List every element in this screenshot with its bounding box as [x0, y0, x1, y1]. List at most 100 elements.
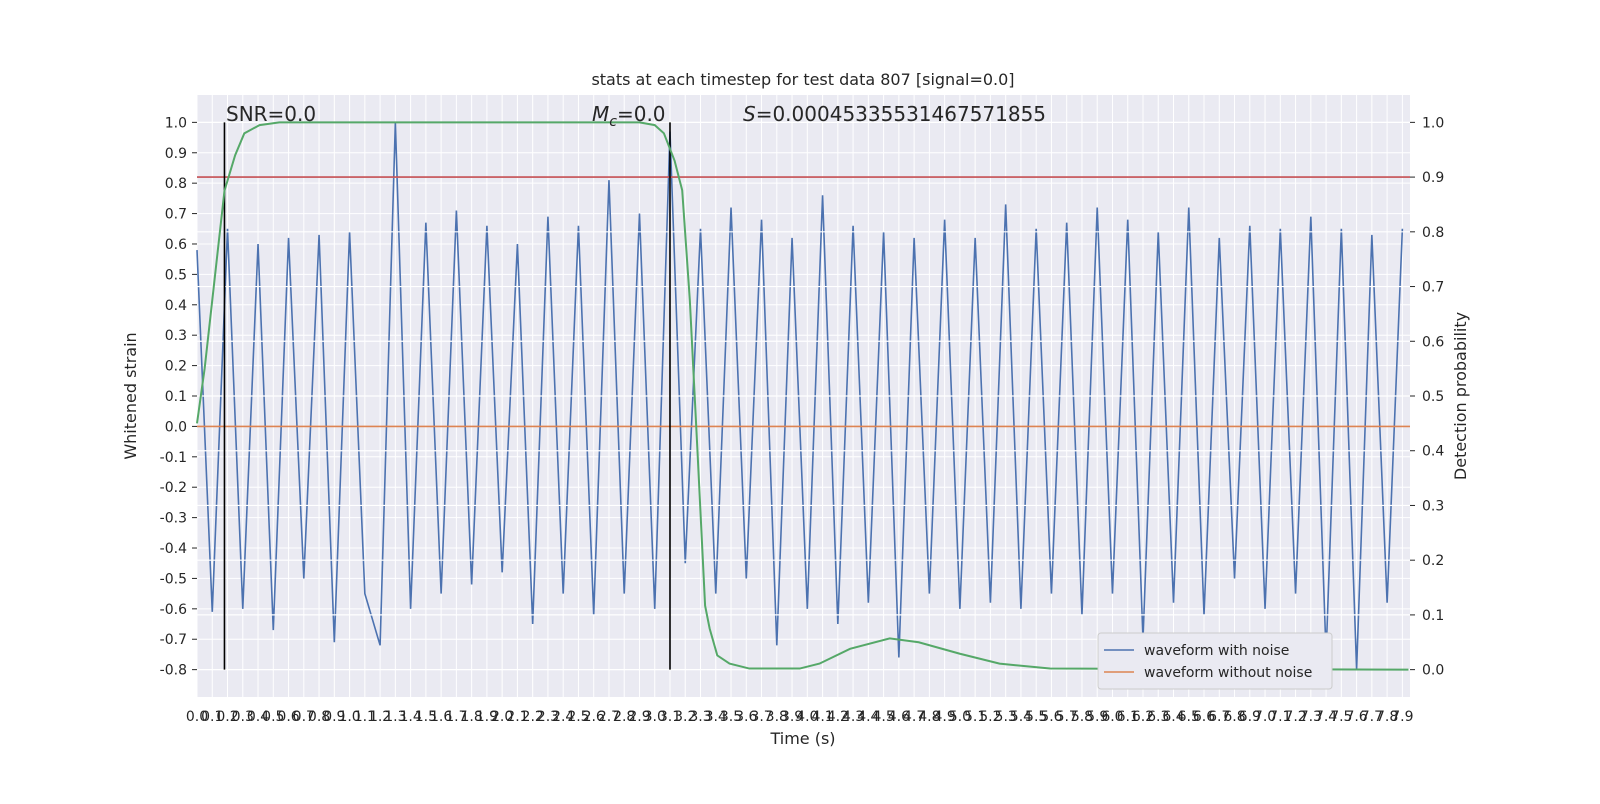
- x-tick-label: 4.6: [888, 709, 910, 725]
- x-tick-label: 4.8: [918, 709, 940, 725]
- x-tick-label: 1.2: [369, 709, 391, 725]
- x-tick-label: 1.1: [354, 709, 376, 725]
- y-tick-label: -0.4: [160, 541, 187, 557]
- annotation-subscript: c: [609, 114, 617, 130]
- y-tick-label: -0.2: [160, 480, 187, 496]
- annotation: SNR=0.0: [226, 102, 316, 126]
- x-tick-label: 5.3: [995, 709, 1017, 725]
- x-tick-label: 2.7: [598, 709, 620, 725]
- annotation-text: =0.0: [617, 102, 666, 126]
- annotation-symbol: S: [743, 102, 756, 126]
- x-tick-label: 5.7: [1056, 709, 1078, 725]
- annotation: Mc=0.0: [592, 102, 666, 130]
- x-tick-label: 4.4: [857, 709, 879, 725]
- series-line: [196, 121, 1409, 671]
- x-tick-label: 2.8: [613, 709, 635, 725]
- x-tick-label: 0.5: [262, 709, 284, 725]
- x-tick-label: 1.3: [384, 709, 406, 725]
- y2-tick-label: 0.9: [1422, 170, 1444, 186]
- y-tick-label: 0.5: [165, 267, 187, 283]
- y2-tick-label: 0.7: [1422, 280, 1444, 296]
- x-axis-label: Time (s): [769, 729, 835, 748]
- x-tick-label: 6.6: [1193, 709, 1215, 725]
- y2-axis-label: Detection probability: [1451, 312, 1470, 480]
- y-tick-label: 0.7: [165, 207, 187, 223]
- x-tick-label: 7.8: [1376, 709, 1398, 725]
- y2-tick-label: 0.3: [1422, 498, 1444, 514]
- x-tick-label: 1.4: [399, 709, 421, 725]
- x-tick-label: 5.4: [1010, 709, 1032, 725]
- x-tick-label: 4.3: [842, 709, 864, 725]
- x-tick-label: 2.1: [506, 709, 528, 725]
- x-tick-label: 0.8: [308, 709, 330, 725]
- y-tick-label: -0.8: [160, 663, 187, 679]
- y2-tick-label: 0.6: [1422, 334, 1444, 350]
- x-tick-label: 3.4: [705, 709, 727, 725]
- x-tick-label: 2.2: [522, 709, 544, 725]
- x-tick-label: 3.5: [720, 709, 742, 725]
- x-tick-label: 0.3: [232, 709, 254, 725]
- x-tick-label: 3.9: [781, 709, 803, 725]
- y-tick-label: 0.3: [165, 328, 187, 344]
- x-tick-label: 0.9: [323, 709, 345, 725]
- x-tick-label: 0.7: [293, 709, 315, 725]
- x-tick-label: 0.6: [277, 709, 299, 725]
- x-tick-label: 4.7: [903, 709, 925, 725]
- series-line: [196, 122, 1404, 670]
- x-tick-label: 7.5: [1330, 709, 1352, 725]
- y-tick-label: 0.6: [165, 237, 187, 253]
- x-tick-label: 7.6: [1345, 709, 1367, 725]
- y-tick-label: -0.3: [160, 511, 187, 527]
- y-tick-label: 0.9: [165, 146, 187, 162]
- x-tick-label: 2.4: [552, 709, 574, 725]
- x-tick-label: 2.3: [537, 709, 559, 725]
- x-tick-label: 2.5: [567, 709, 589, 725]
- x-tick-label: 0.0: [186, 709, 208, 725]
- y-tick-label: 0.1: [165, 389, 187, 405]
- legend-label: waveform with noise: [1144, 643, 1289, 659]
- y-tick-label: -0.7: [160, 632, 187, 648]
- x-tick-label: 3.3: [689, 709, 711, 725]
- legend-label: waveform without noise: [1144, 665, 1312, 681]
- x-tick-label: 3.1: [659, 709, 681, 725]
- legend-box: [1097, 632, 1333, 690]
- y-tick-label: 0.8: [165, 176, 187, 192]
- x-tick-label: 3.2: [674, 709, 696, 725]
- x-tick-label: 4.1: [811, 709, 833, 725]
- x-tick-label: 0.1: [201, 709, 223, 725]
- x-tick-label: 6.0: [1101, 709, 1123, 725]
- x-tick-label: 7.1: [1269, 709, 1291, 725]
- y2-tick-label: 0.0: [1422, 663, 1444, 679]
- x-tick-label: 6.1: [1117, 709, 1139, 725]
- x-tick-label: 7.7: [1361, 709, 1383, 725]
- y-tick-label: -0.5: [160, 571, 187, 587]
- x-tick-label: 2.9: [628, 709, 650, 725]
- chart-title: stats at each timestep for test data 807…: [591, 70, 1014, 89]
- y2-tick-label: 0.1: [1422, 608, 1444, 624]
- x-tick-label: 4.5: [872, 709, 894, 725]
- y2-tick-label: 0.2: [1422, 553, 1444, 569]
- x-tick-label: 7.0: [1254, 709, 1276, 725]
- x-tick-label: 7.9: [1391, 709, 1413, 725]
- x-tick-label: 7.4: [1315, 709, 1337, 725]
- x-tick-label: 1.8: [461, 709, 483, 725]
- x-tick-label: 6.7: [1208, 709, 1230, 725]
- x-tick-label: 6.9: [1239, 709, 1261, 725]
- annotation-text: =0.00045335531467571855: [756, 102, 1046, 126]
- x-tick-label: 6.8: [1223, 709, 1245, 725]
- x-tick-label: 7.3: [1300, 709, 1322, 725]
- x-tick-label: 3.6: [735, 709, 757, 725]
- x-tick-label: 4.2: [827, 709, 849, 725]
- y2-tick-label: 0.4: [1422, 444, 1444, 460]
- x-tick-label: 5.5: [1025, 709, 1047, 725]
- x-tick-label: 3.0: [644, 709, 666, 725]
- x-tick-label: 6.2: [1132, 709, 1154, 725]
- y-tick-label: -0.6: [160, 602, 187, 618]
- x-tick-label: 5.0: [949, 709, 971, 725]
- x-tick-label: 0.4: [247, 709, 269, 725]
- x-tick-label: 3.8: [766, 709, 788, 725]
- y-tick-label: 0.4: [165, 298, 187, 314]
- annotation-symbol: M: [592, 102, 609, 126]
- x-tick-label: 1.6: [430, 709, 452, 725]
